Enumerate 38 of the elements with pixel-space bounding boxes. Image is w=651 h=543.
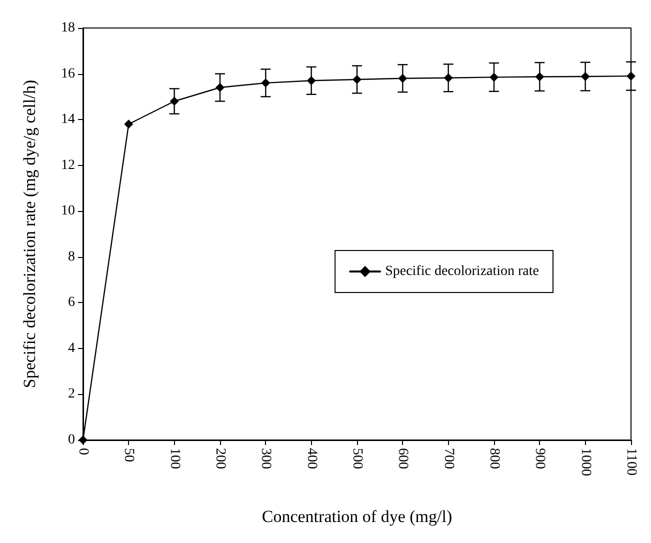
x-tick-label: 300	[258, 448, 274, 469]
point	[261, 78, 270, 88]
legend-label: Specific decolorization rate	[385, 264, 540, 279]
y-tick-label: 2	[68, 386, 75, 402]
y-tick-label: 18	[61, 20, 75, 36]
x-tick-label: 400	[304, 448, 319, 469]
y-tick-label: 16	[61, 66, 75, 82]
y-tick-label: 6	[68, 295, 75, 310]
point	[170, 96, 179, 106]
point	[444, 73, 453, 82]
y-tick-label: 4	[68, 340, 75, 356]
point	[626, 72, 636, 81]
point	[216, 83, 224, 92]
x-tick-label: 600	[395, 448, 410, 469]
x-tick-label: 0	[76, 448, 90, 455]
point	[535, 72, 544, 82]
x-tick-label: 800	[486, 448, 502, 469]
point	[352, 75, 362, 84]
y-tick-label: 12	[61, 158, 75, 173]
y-tick-label: 0	[68, 432, 75, 448]
x-tick-label: 1100	[624, 448, 638, 476]
point	[398, 74, 408, 83]
y-tick-label: 14	[61, 112, 75, 128]
x-axis-title: Concentration of dye (mg/l)	[262, 507, 452, 526]
point	[490, 72, 498, 82]
x-tick-label: 500	[350, 448, 364, 469]
point	[580, 72, 590, 82]
y-tick-label: 10	[61, 204, 75, 219]
x-tick-label: 100	[166, 448, 182, 469]
x-tick-label: 700	[440, 448, 456, 469]
x-tick-label: 200	[212, 448, 228, 469]
point	[124, 120, 134, 129]
x-tick-label: 50	[121, 448, 136, 462]
x-tick-label: 900	[532, 448, 548, 469]
y-axis-title: Specific decolorization rate (mg dye/g cell/h)	[20, 80, 39, 388]
y-tick-label: 8	[68, 249, 75, 264]
point	[306, 76, 316, 86]
x-tick-label: 1000	[578, 448, 593, 476]
